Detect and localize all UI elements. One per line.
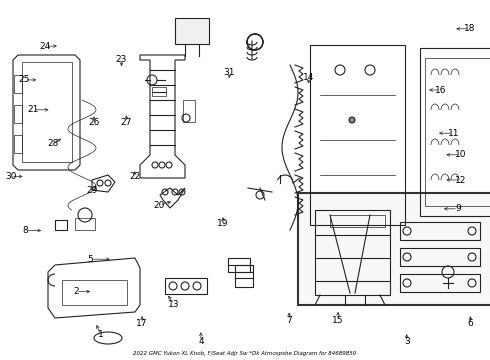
Text: 14: 14 <box>303 73 315 82</box>
Bar <box>165 278 207 294</box>
Text: 6: 6 <box>467 320 473 328</box>
Bar <box>298 193 490 305</box>
Text: 5: 5 <box>88 255 94 264</box>
Text: 4: 4 <box>198 338 204 346</box>
Bar <box>400 248 480 266</box>
Bar <box>400 222 480 240</box>
Bar <box>420 48 490 216</box>
Text: 23: 23 <box>116 55 127 64</box>
Text: 12: 12 <box>455 176 466 185</box>
Text: 20: 20 <box>153 201 165 210</box>
Text: 8: 8 <box>23 226 28 235</box>
Bar <box>14 75 22 93</box>
Bar <box>400 274 480 292</box>
Text: 16: 16 <box>435 86 447 95</box>
Text: 22: 22 <box>129 172 140 181</box>
Text: 15: 15 <box>332 316 344 325</box>
Text: 10: 10 <box>455 150 466 159</box>
Text: 26: 26 <box>88 118 100 127</box>
Bar <box>152 87 166 96</box>
Bar <box>75 218 95 230</box>
Text: 18: 18 <box>464 24 475 33</box>
Bar <box>175 18 209 44</box>
Bar <box>228 258 250 272</box>
Bar <box>425 58 490 206</box>
Text: 28: 28 <box>47 139 59 148</box>
Bar <box>183 100 195 122</box>
Text: 27: 27 <box>121 118 132 127</box>
Text: 24: 24 <box>40 42 50 51</box>
Text: 13: 13 <box>168 300 180 309</box>
Text: 31: 31 <box>223 68 235 77</box>
Bar <box>310 45 405 225</box>
Bar <box>14 135 22 153</box>
Bar <box>22 62 72 162</box>
Bar <box>330 215 385 227</box>
Text: 21: 21 <box>27 105 39 114</box>
Text: 3: 3 <box>404 338 410 346</box>
Text: 7: 7 <box>286 316 292 325</box>
Bar <box>315 210 390 295</box>
Bar <box>55 220 67 230</box>
Bar <box>235 265 253 287</box>
Bar <box>62 280 127 305</box>
Text: 17: 17 <box>136 320 148 328</box>
Text: 9: 9 <box>455 204 461 213</box>
Text: 19: 19 <box>217 219 229 228</box>
Text: 2: 2 <box>73 287 79 296</box>
Text: 1: 1 <box>98 330 103 339</box>
Text: 30: 30 <box>5 172 17 181</box>
Text: 2022 GMC Yukon XL Knob, F/Seat Adjr Sw *Dk Atmospshe Diagram for 84689850: 2022 GMC Yukon XL Knob, F/Seat Adjr Sw *… <box>133 351 357 356</box>
Circle shape <box>349 117 355 123</box>
Text: 11: 11 <box>447 129 459 138</box>
Bar <box>14 105 22 123</box>
Text: 29: 29 <box>86 186 98 195</box>
Text: 25: 25 <box>19 76 30 85</box>
